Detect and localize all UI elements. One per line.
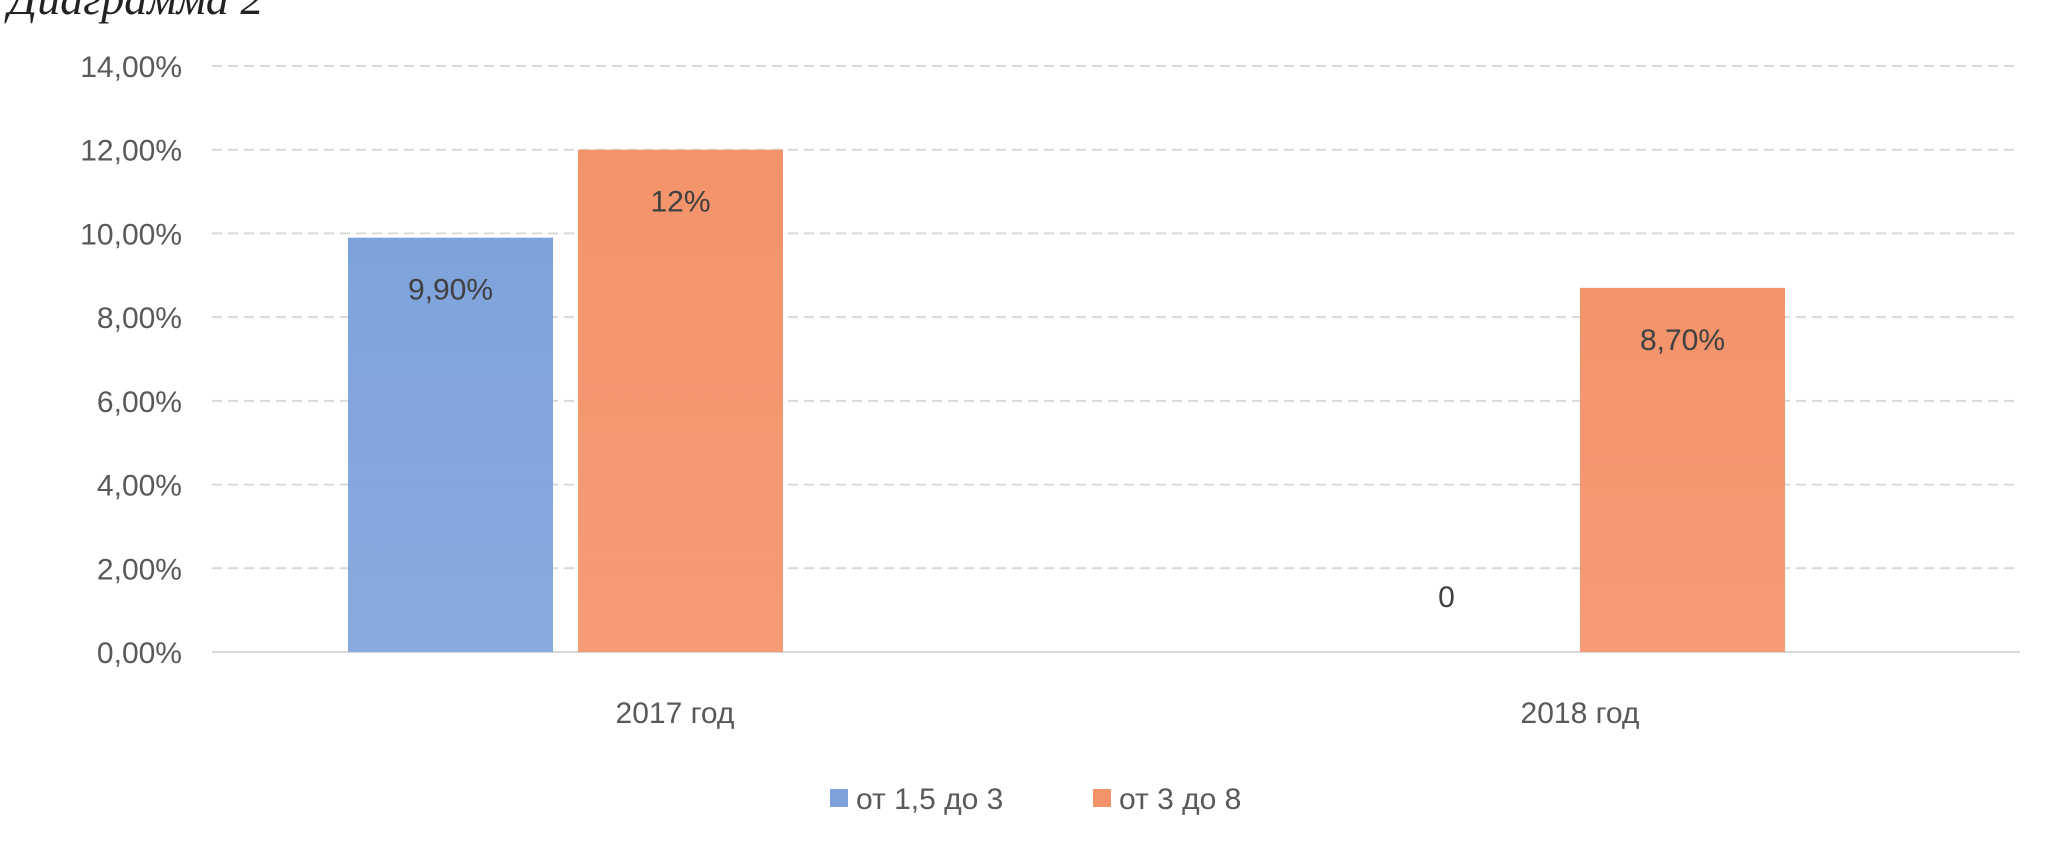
data-label: 9,90% <box>408 274 493 307</box>
bar-2-1 <box>578 149 783 652</box>
x-category-label: 2018 год <box>1521 697 1640 730</box>
legend-swatch <box>830 789 848 807</box>
x-axis-categories: 2017 год 2018 год <box>616 697 1640 730</box>
chart-heading: Диаграмма 2 <box>4 0 263 24</box>
y-axis-ticks: 0,00% 2,00% 4,00% 6,00% 8,00% 10,00% 12,00% 14,… <box>80 51 182 670</box>
legend-swatch <box>1093 789 1111 807</box>
data-label: 8,70% <box>1640 324 1725 357</box>
bar-2-2 <box>1580 287 1785 652</box>
data-label: 0 <box>1438 581 1455 614</box>
y-tick-label: 14,00% <box>80 51 182 84</box>
data-label: 12% <box>650 186 710 219</box>
legend-label: от 1,5 до 3 <box>856 783 1003 816</box>
y-tick-label: 0,00% <box>97 637 182 670</box>
y-tick-label: 10,00% <box>80 218 182 251</box>
y-tick-label: 2,00% <box>97 553 182 586</box>
y-tick-label: 12,00% <box>80 135 182 168</box>
legend: от 1,5 до 3 от 3 до 8 <box>830 783 1241 816</box>
y-tick-label: 6,00% <box>97 386 182 419</box>
x-category-label: 2017 год <box>616 697 735 730</box>
bar-1-1 <box>348 237 553 652</box>
y-tick-label: 8,00% <box>97 302 182 335</box>
bar-layer <box>348 149 1785 652</box>
legend-label: от 3 до 8 <box>1119 783 1241 816</box>
data-label-layer: 9,90% 12% 0 8,70% <box>408 186 1725 614</box>
y-tick-label: 4,00% <box>97 470 182 503</box>
